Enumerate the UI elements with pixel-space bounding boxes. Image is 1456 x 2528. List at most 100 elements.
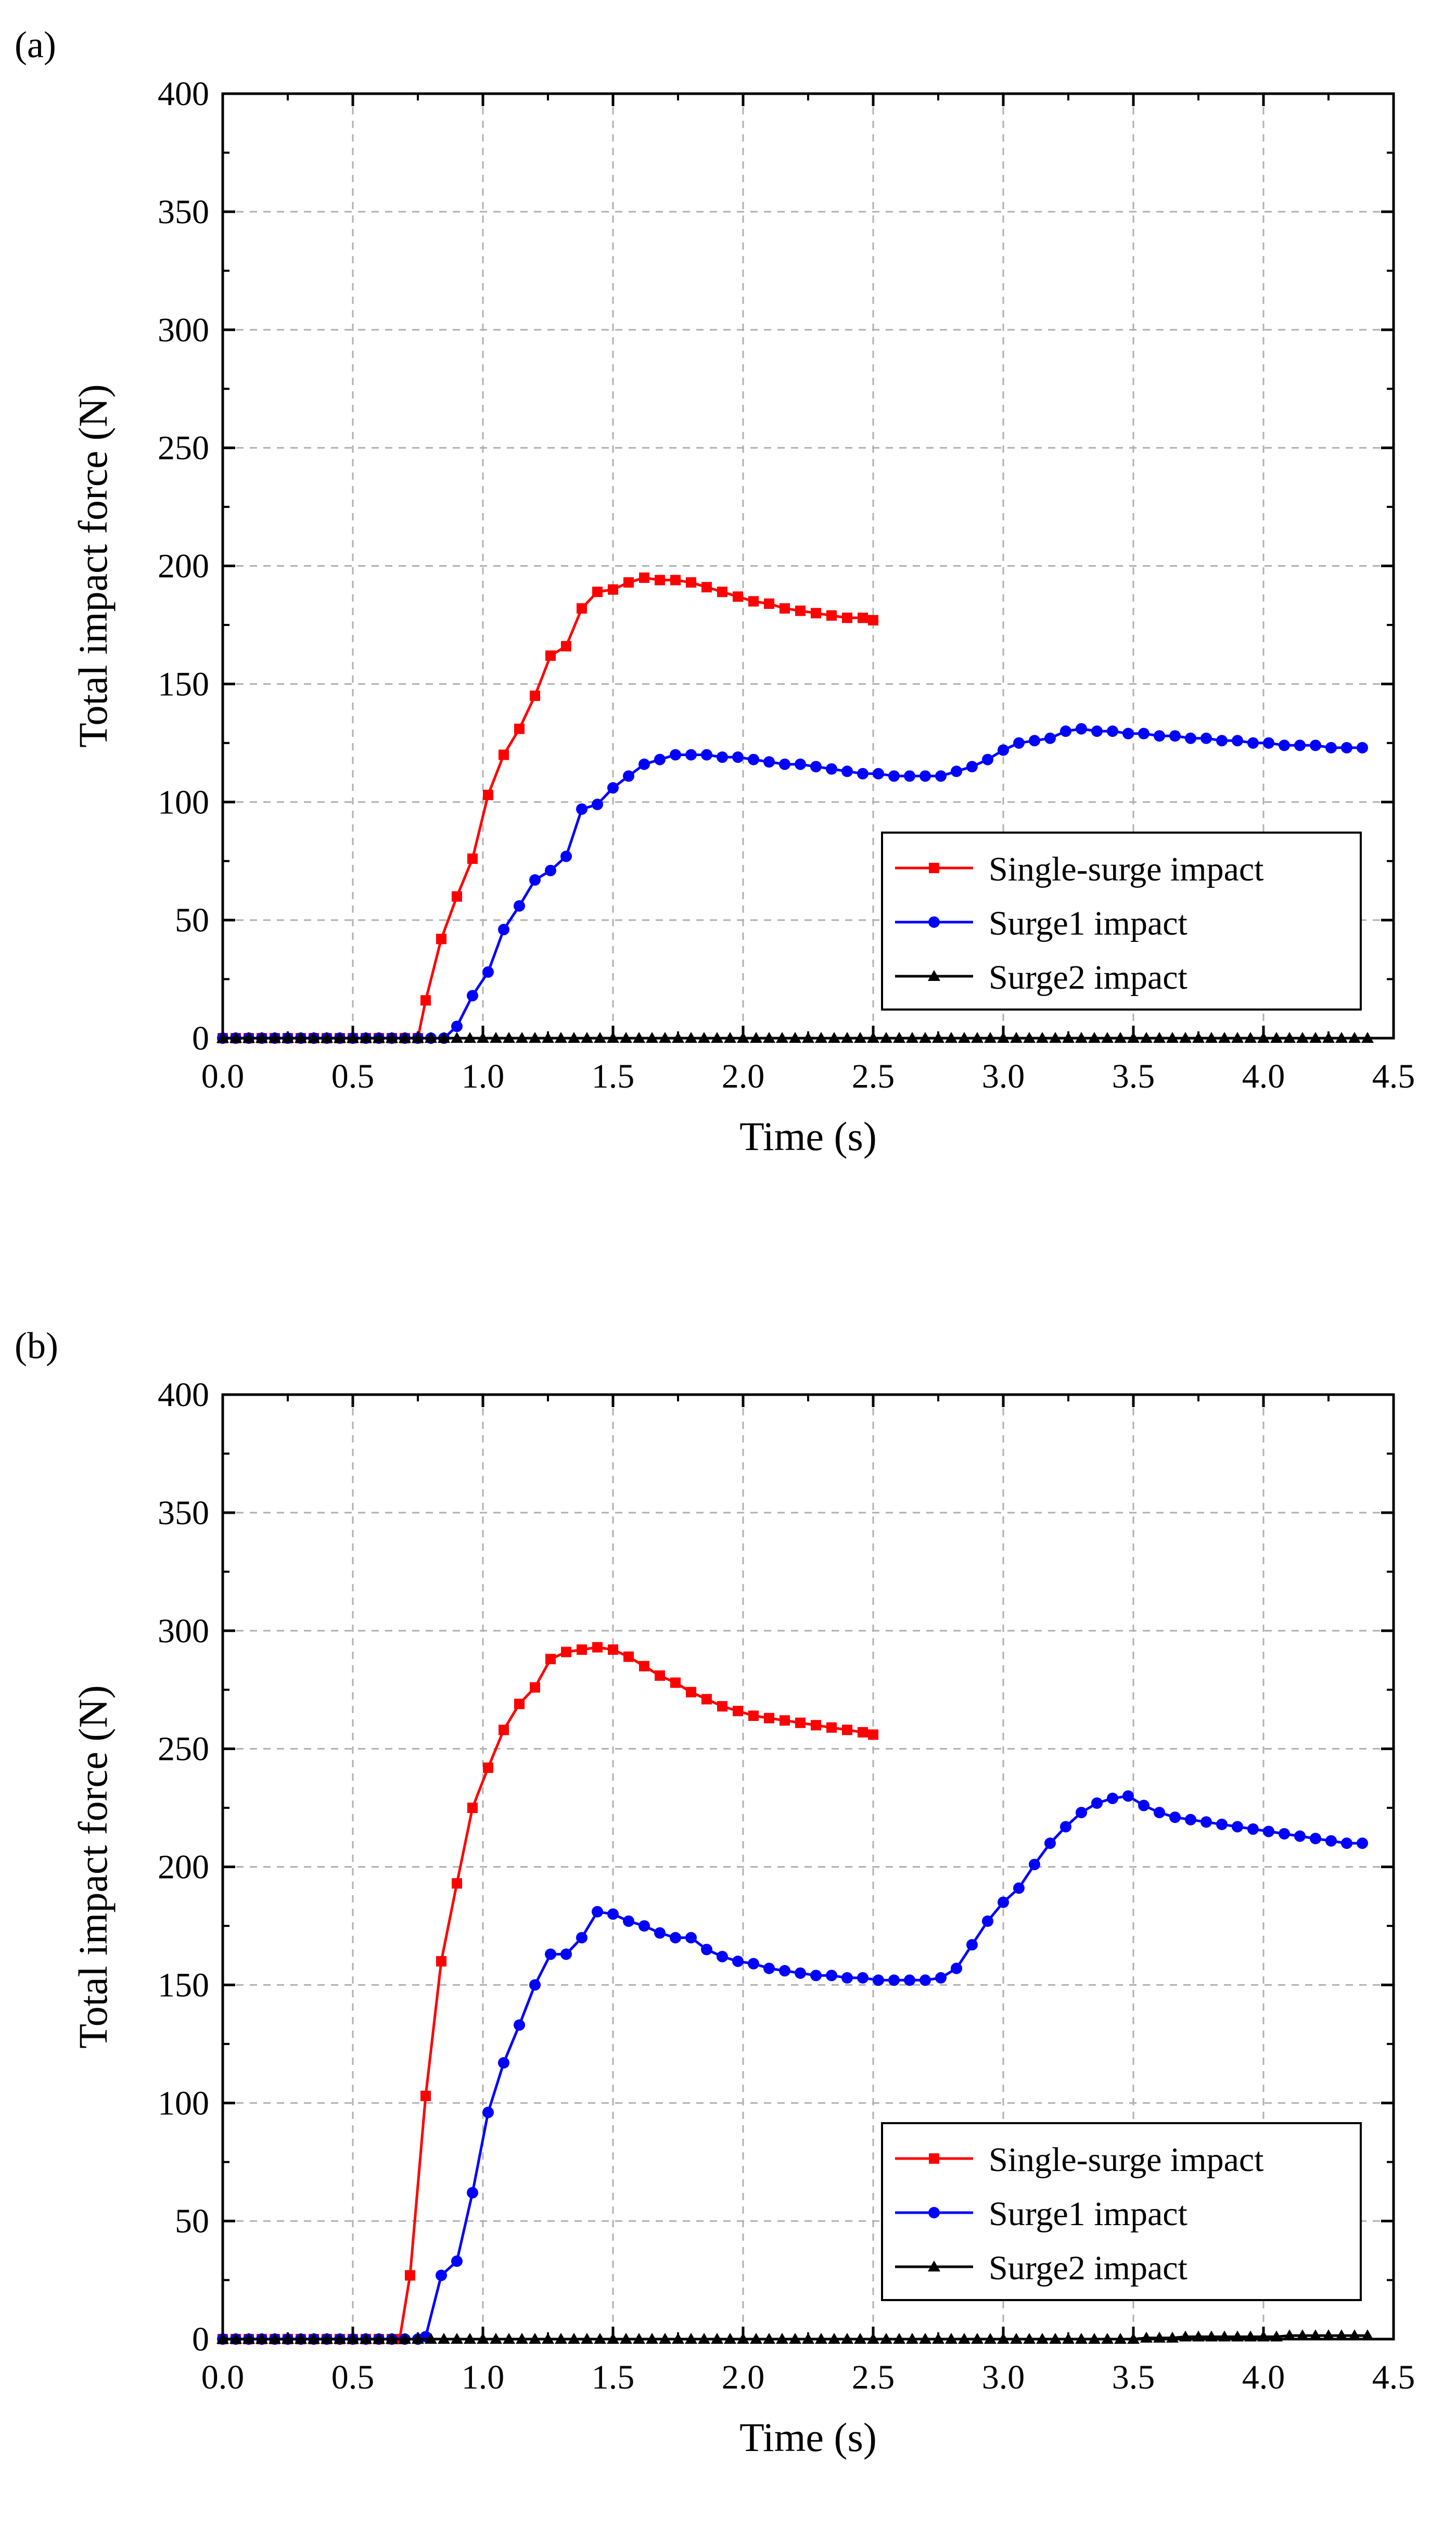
data-point bbox=[982, 1915, 993, 1927]
data-point bbox=[717, 751, 728, 763]
x-tick-label: 2.0 bbox=[722, 1057, 765, 1095]
data-point bbox=[686, 1687, 696, 1697]
data-point bbox=[748, 1710, 759, 1721]
data-point bbox=[748, 754, 759, 765]
data-point bbox=[1091, 725, 1103, 737]
y-tick-label: 350 bbox=[158, 193, 209, 231]
data-point bbox=[842, 612, 852, 623]
data-point bbox=[685, 1932, 697, 1944]
data-point bbox=[529, 874, 541, 886]
y-tick-label: 350 bbox=[158, 1494, 209, 1532]
data-point bbox=[1169, 1811, 1181, 1823]
data-point bbox=[811, 608, 821, 619]
data-point bbox=[1247, 1823, 1259, 1835]
data-point bbox=[514, 900, 525, 912]
data-point bbox=[498, 924, 509, 936]
data-point bbox=[577, 1644, 587, 1655]
data-point bbox=[638, 1920, 650, 1932]
y-tick-label: 0 bbox=[192, 2320, 209, 2358]
data-point bbox=[998, 1896, 1009, 1908]
data-point bbox=[577, 603, 587, 614]
data-point bbox=[1138, 1799, 1150, 1811]
data-point bbox=[811, 1720, 821, 1731]
data-point bbox=[623, 577, 634, 588]
data-point bbox=[858, 612, 868, 623]
legend: Single-surge impact Surge1 impact Surge2 i… bbox=[881, 2122, 1362, 2301]
y-tick-label: 400 bbox=[158, 1376, 209, 1414]
data-point bbox=[919, 1974, 931, 1986]
data-point bbox=[483, 1762, 493, 1773]
data-point bbox=[592, 798, 603, 810]
data-point bbox=[748, 1958, 759, 1970]
chart-panel-1: (b) 0.0 0.5 1.0 1.5 2.0 2.5 3.0 3.5 4.0 4.5 0 50 100 1… bbox=[15, 1325, 1415, 2460]
data-point bbox=[467, 1803, 478, 1814]
data-point bbox=[1200, 732, 1212, 744]
data-point bbox=[482, 2106, 494, 2118]
data-point bbox=[841, 765, 853, 777]
data-point bbox=[1216, 735, 1228, 747]
data-point bbox=[608, 584, 618, 595]
data-point bbox=[655, 574, 665, 585]
data-point bbox=[1341, 742, 1352, 754]
y-tick-label: 250 bbox=[158, 1730, 209, 1768]
legend-label: Single-surge impact bbox=[989, 850, 1264, 888]
data-point bbox=[1185, 732, 1196, 744]
x-tick-label: 4.5 bbox=[1372, 2358, 1415, 2396]
legend-swatch-marker bbox=[928, 970, 940, 981]
data-point bbox=[795, 758, 806, 770]
data-point bbox=[998, 744, 1009, 756]
data-point bbox=[623, 1915, 634, 1927]
data-point bbox=[779, 758, 790, 770]
x-tick-label: 4.0 bbox=[1242, 2358, 1285, 2396]
data-point bbox=[1263, 1825, 1274, 1837]
data-point bbox=[545, 1654, 556, 1665]
y-tick-label: 250 bbox=[158, 429, 209, 467]
x-tick-label: 2.5 bbox=[852, 2358, 895, 2396]
data-point bbox=[732, 1956, 744, 1967]
x-tick-label: 1.5 bbox=[592, 2358, 635, 2396]
data-point bbox=[1107, 725, 1118, 737]
data-point bbox=[780, 603, 790, 614]
data-point bbox=[1044, 1837, 1056, 1849]
data-point bbox=[795, 1717, 806, 1728]
data-point bbox=[452, 1878, 462, 1889]
data-point bbox=[1029, 1858, 1040, 1870]
data-point bbox=[717, 1701, 727, 1712]
data-point bbox=[868, 615, 878, 625]
data-point bbox=[841, 1972, 853, 1984]
data-point bbox=[1216, 1818, 1228, 1830]
data-point bbox=[1013, 1882, 1025, 1894]
data-point bbox=[966, 1939, 978, 1951]
data-point bbox=[420, 2090, 431, 2101]
data-point bbox=[764, 1713, 774, 1723]
data-point bbox=[436, 2269, 447, 2281]
panel-label: (b) bbox=[15, 1325, 58, 1367]
data-point bbox=[623, 1651, 634, 1662]
x-tick-label: 0.5 bbox=[331, 2358, 375, 2396]
data-point bbox=[607, 782, 619, 794]
data-point bbox=[1348, 2329, 1361, 2341]
y-tick-label: 50 bbox=[175, 901, 209, 939]
y-tick-label: 300 bbox=[158, 311, 209, 349]
data-point bbox=[826, 763, 837, 775]
data-point bbox=[451, 1020, 463, 1032]
data-point bbox=[483, 789, 493, 800]
data-point bbox=[499, 1725, 509, 1735]
y-axis-label: Total impact force (N) bbox=[70, 1685, 116, 2048]
data-point bbox=[1310, 1833, 1321, 1845]
data-point bbox=[810, 1970, 822, 1982]
data-point bbox=[1232, 1821, 1243, 1833]
data-point bbox=[560, 850, 572, 862]
data-point bbox=[868, 1729, 878, 1740]
data-point bbox=[467, 853, 478, 864]
y-tick-label: 0 bbox=[192, 1019, 209, 1057]
legend-swatch-marker bbox=[928, 916, 940, 928]
y-tick-label: 300 bbox=[158, 1612, 209, 1650]
data-point bbox=[405, 2270, 415, 2281]
x-axis-label: Time (s) bbox=[739, 1114, 877, 1159]
data-point bbox=[592, 586, 603, 597]
data-point bbox=[1296, 2329, 1309, 2341]
data-point bbox=[436, 934, 446, 944]
